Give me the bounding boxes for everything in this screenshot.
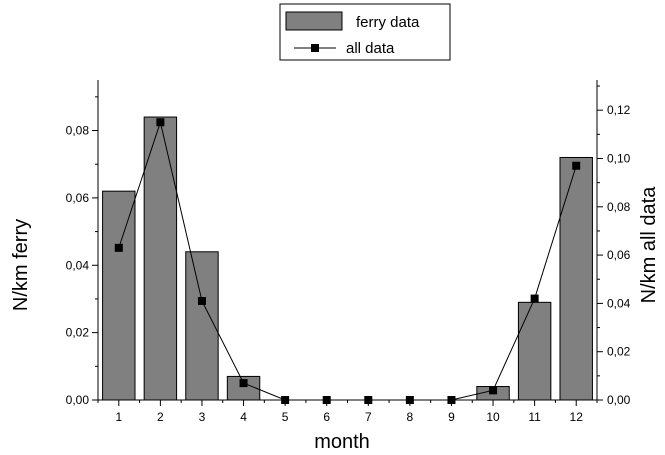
x-axis-title: month (314, 431, 370, 453)
x-tick-label: 7 (365, 410, 372, 424)
y-right-tick-label: 0,06 (607, 248, 631, 262)
x-tick-label: 1 (115, 410, 122, 424)
marker-all-data (197, 296, 206, 305)
bar-ferry-data (102, 190, 136, 401)
y-left-tick-label: 0,04 (66, 258, 90, 272)
y-left-tick-label: 0,08 (66, 124, 90, 138)
y-left-tick-label: 0,00 (66, 393, 90, 407)
y-right-tick-label: 0,08 (607, 200, 631, 214)
y-axis-left-title: N/km ferry (10, 219, 32, 311)
x-tick-label: 12 (570, 410, 584, 424)
bar-series-ferry-data (102, 116, 593, 401)
legend-swatch-ferry-data (285, 11, 343, 31)
marker-all-data (114, 243, 123, 252)
y-right-tick-label: 0,12 (607, 103, 631, 117)
legend-label-all-data: all data (346, 40, 395, 57)
marker-all-data (530, 294, 539, 303)
x-tick-label: 5 (282, 410, 289, 424)
x-tick-label: 8 (407, 410, 414, 424)
line-series-all-data (114, 118, 581, 404)
y-right-tick-label: 0,10 (607, 151, 631, 165)
x-tick-label: 9 (448, 410, 455, 424)
bar-ferry-data (185, 251, 219, 401)
y-axis-right-title: N/km all data (638, 186, 660, 304)
y-left-tick-label: 0,06 (66, 191, 90, 205)
marker-all-data (239, 379, 248, 388)
bar-ferry-data (559, 156, 593, 401)
x-tick-label: 4 (240, 410, 247, 424)
x-tick-label: 11 (528, 410, 541, 424)
y-right-tick-label: 0,04 (607, 296, 631, 310)
bar-ferry-data (143, 116, 178, 401)
y-right-tick-label: 0,02 (607, 345, 631, 359)
x-tick-label: 2 (157, 410, 164, 424)
x-tick-label: 3 (199, 410, 206, 424)
axes: 1 2 3 4 5 6 7 8 9 10 11 120,000,020,040,060,080,000… (66, 85, 631, 424)
marker-all-data (156, 118, 165, 127)
legend-label-ferry-data: ferry data (356, 14, 420, 31)
bar-ferry-data (517, 301, 552, 401)
x-tick-label: 6 (323, 410, 330, 424)
x-tick-label: 10 (486, 410, 500, 424)
y-left-tick-label: 0,02 (66, 326, 90, 340)
y-right-tick-label: 0,00 (607, 393, 631, 407)
marker-all-data (489, 386, 498, 395)
legend-marker-all-data (311, 44, 319, 52)
marker-all-data (572, 161, 581, 170)
legend: ferry data all data (279, 3, 451, 61)
